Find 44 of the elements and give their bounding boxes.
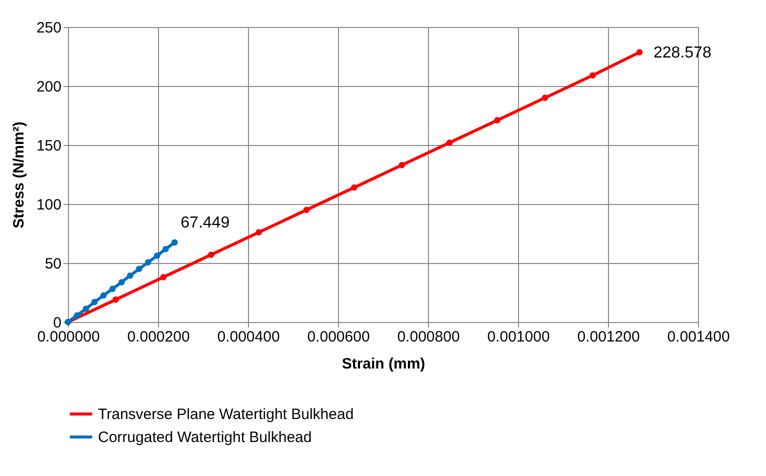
x-tick-label: 0.000200 <box>127 328 190 346</box>
point <box>126 272 134 279</box>
point <box>100 292 107 299</box>
point <box>160 274 167 280</box>
point <box>303 206 310 214</box>
y-tick-label: 250 <box>36 20 62 36</box>
legend-label: Transverse Plane Watertight Bulkhead <box>98 406 354 423</box>
point <box>446 139 453 146</box>
point <box>112 296 119 303</box>
point <box>256 229 262 236</box>
x-axis-title: Strain (mm) <box>342 356 426 372</box>
x-tick-label: 0.000000 <box>37 328 100 346</box>
point <box>162 246 169 252</box>
x-tick-label: 0.000600 <box>307 328 370 346</box>
point <box>154 252 160 259</box>
x-tick-label: 0.001000 <box>487 328 550 346</box>
point <box>74 312 80 319</box>
y-axis-title: Stress (N/mm²) <box>10 122 28 228</box>
x-tick-label: 0.001400 <box>667 328 730 346</box>
point <box>494 117 500 124</box>
x-tick-label: 0.000400 <box>217 328 280 346</box>
point <box>636 49 643 56</box>
point <box>208 252 214 258</box>
y-tick-label: 200 <box>36 78 62 96</box>
y-tick-label: 100 <box>36 196 62 214</box>
x-tick-label: 0.001200 <box>577 328 640 346</box>
point <box>82 306 90 312</box>
point <box>590 72 596 79</box>
point <box>136 266 142 272</box>
y-tick-label: 50 <box>44 256 62 272</box>
legend-label: Corrugated Watertight Bulkhead <box>98 429 312 446</box>
x-tick-label: 0.000800 <box>397 328 460 346</box>
point <box>171 239 178 246</box>
y-tick-label: 150 <box>36 138 62 154</box>
point <box>109 286 116 292</box>
point <box>398 162 406 168</box>
annotation: 67.449 <box>180 214 230 232</box>
point <box>91 298 98 306</box>
y-tick-label: 0 <box>53 314 62 332</box>
point <box>351 184 358 191</box>
annotation: 228.578 <box>654 44 712 62</box>
point <box>144 259 152 266</box>
point <box>542 94 548 101</box>
point <box>118 279 125 286</box>
